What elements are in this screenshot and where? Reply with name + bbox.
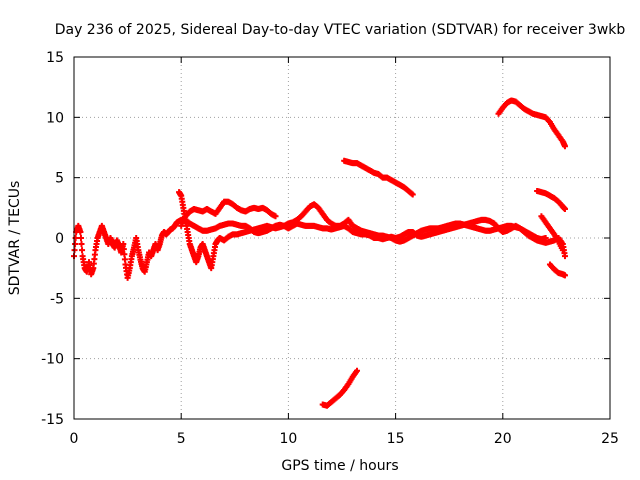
data-point (542, 235, 549, 241)
data-point (121, 251, 128, 258)
series-arc-5 (319, 367, 361, 409)
y-tick-label: 5 (55, 171, 64, 187)
series-arc-3 (178, 198, 279, 229)
y-tick-label: 10 (46, 110, 64, 126)
data-point (561, 253, 568, 260)
series-arc-4 (341, 157, 416, 198)
data-point (78, 241, 85, 248)
plot-frame (73, 56, 611, 420)
data-point (120, 246, 127, 253)
data-point (79, 247, 86, 254)
y-tick-label: -15 (41, 412, 64, 428)
data-point (120, 241, 127, 248)
data-point (561, 206, 568, 213)
x-tick-label: 10 (279, 431, 297, 447)
series-arc-1 (71, 216, 568, 281)
series-arc-8 (546, 261, 568, 279)
data-point (77, 235, 84, 241)
y-tick-label: 0 (55, 231, 64, 247)
data-series (71, 97, 568, 409)
y-tick-label: -10 (41, 352, 64, 368)
x-axis-label: GPS time / hours (281, 458, 398, 474)
y-tick-label: 15 (46, 50, 64, 66)
data-point (561, 143, 568, 150)
series-arc-2 (176, 189, 549, 272)
data-point (121, 256, 128, 263)
data-point (72, 241, 79, 248)
x-tick-label: 5 (177, 431, 186, 447)
x-tick-label: 25 (601, 431, 619, 447)
y-axis-label: SDTVAR / TECUs (7, 181, 23, 296)
data-point (354, 367, 361, 374)
data-point (559, 247, 566, 254)
x-tick-label: 15 (387, 431, 405, 447)
series-arc-7 (534, 187, 568, 213)
series-arc-9 (538, 213, 566, 254)
data-point (77, 228, 84, 235)
data-point (71, 247, 78, 254)
x-tick-label: 0 (70, 431, 79, 447)
y-tick-label: -5 (50, 291, 64, 307)
data-point (561, 272, 568, 279)
data-point (272, 213, 279, 220)
axis-ticks: 0 5 10 15 20 25 15 10 5 0 -5 -10 -15 (41, 50, 619, 447)
data-point (409, 191, 416, 198)
x-tick-label: 20 (494, 431, 512, 447)
chart-title: Day 236 of 2025, Sidereal Day-to-day VTE… (55, 22, 626, 38)
series-arc-6 (495, 97, 568, 150)
